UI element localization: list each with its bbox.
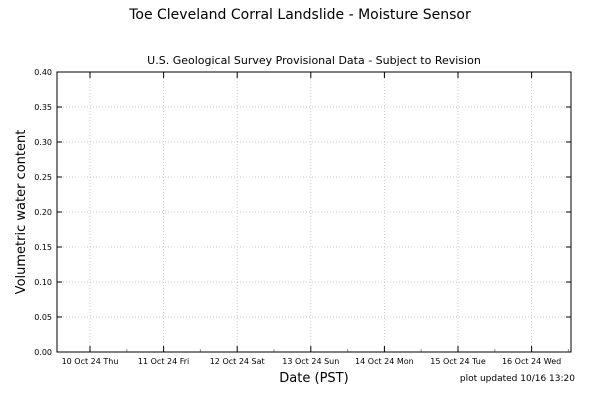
x-tick-label: 16 Oct 24 Wed [502, 357, 561, 366]
x-tick-label: 14 Oct 24 Mon [355, 357, 414, 366]
x-tick-label: 11 Oct 24 Fri [138, 357, 189, 366]
axis-ticks [57, 71, 571, 353]
chart-subtitle: U.S. Geological Survey Provisional Data … [147, 54, 481, 67]
y-axis-label: Volumetric water content [14, 130, 29, 295]
x-tick-label: 13 Oct 24 Sun [282, 357, 339, 366]
x-tick-label: 10 Oct 24 Thu [62, 357, 119, 366]
plot-updated-note: plot updated 10/16 13:20 [460, 374, 575, 384]
y-tick-label: 0.20 [34, 208, 52, 217]
x-tick-label: 12 Oct 24 Sat [210, 357, 265, 366]
y-axis-tick-labels: 0.00 0.05 0.10 0.15 0.20 0.25 0.30 0.35 0.40 [34, 68, 52, 357]
y-tick-label: 0.40 [34, 68, 52, 77]
x-tick-label: 15 Oct 24 Tue [430, 357, 486, 366]
y-tick-label: 0.35 [34, 103, 52, 112]
y-tick-label: 0.25 [34, 173, 52, 182]
x-axis-tick-labels: 10 Oct 24 Thu 11 Oct 24 Fri 12 Oct 24 Sat 1… [62, 357, 562, 366]
grid-lines [57, 72, 571, 352]
y-tick-label: 0.00 [34, 348, 52, 357]
y-tick-label: 0.30 [34, 138, 52, 147]
chart-title: Toe Cleveland Corral Landslide - Moistur… [128, 7, 471, 23]
x-axis-label: Date (PST) [279, 371, 348, 386]
y-tick-label: 0.15 [34, 243, 52, 252]
y-tick-label: 0.10 [34, 278, 52, 287]
y-tick-label: 0.05 [34, 313, 52, 322]
plot-area [56, 71, 572, 353]
